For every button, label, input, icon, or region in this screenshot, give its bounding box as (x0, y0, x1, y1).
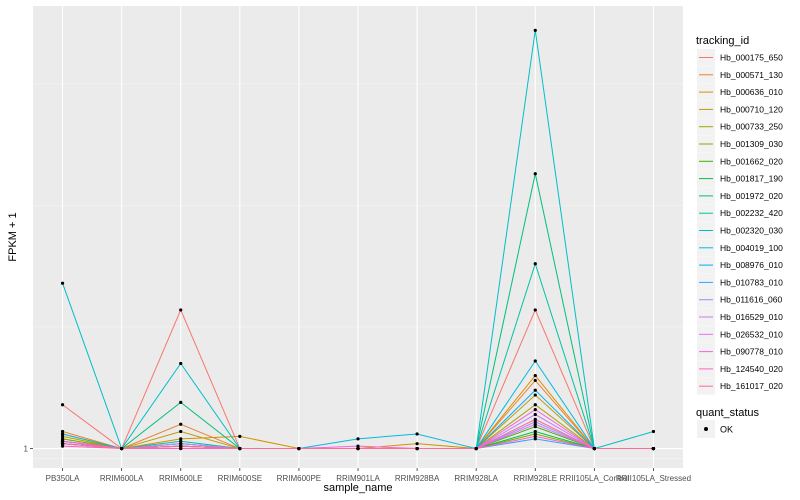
x-tick-label: RRIM600LE (159, 474, 203, 483)
data-point (60, 432, 65, 436)
x-tick-label: RRIM901LA (336, 474, 380, 483)
data-point (60, 434, 65, 438)
data-point (60, 403, 65, 407)
data-point (415, 442, 419, 446)
data-point (533, 429, 537, 434)
x-tick-label: PB350LA (46, 474, 80, 483)
data-point (533, 434, 537, 438)
data-point (533, 28, 537, 32)
data-point (474, 446, 478, 451)
data-point (592, 446, 596, 451)
x-axis-ticks: PB350LA RRIM600LA RRIM600LE RRIM600SE RRIM60… (46, 468, 691, 483)
y-tick-label: 1 (24, 445, 29, 454)
point-legend-title: quant_status (696, 407, 759, 419)
legend-label: Hb_001662_020 (720, 156, 783, 166)
data-point (179, 439, 183, 443)
data-point (533, 422, 537, 426)
legend-label: Hb_026532_010 (720, 329, 783, 339)
legend-label: Hb_000571_130 (720, 70, 783, 80)
x-axis-title: sample_name (323, 482, 392, 494)
data-point (533, 425, 537, 429)
data-point (60, 429, 65, 434)
legend-label: Hb_000733_250 (720, 122, 783, 132)
legend-label: Hb_016529_010 (720, 312, 783, 322)
data-point (179, 437, 183, 441)
legend-label: Hb_011616_060 (720, 295, 783, 305)
legend-label: Hb_010783_010 (720, 277, 783, 287)
legend-title: tracking_id (696, 35, 749, 47)
data-point (533, 420, 537, 424)
data-point (533, 403, 537, 407)
legend-label: Hb_000175_650 (720, 53, 783, 63)
data-point (356, 446, 360, 451)
x-tick-label: RRII105LA_Control (560, 474, 630, 483)
data-point (120, 446, 124, 451)
data-point (238, 446, 242, 451)
x-tick-label: RRIM928BA (395, 474, 440, 483)
data-point (533, 172, 537, 176)
legend-label: Hb_004019_100 (720, 243, 783, 253)
legend-label: Hb_002320_030 (720, 226, 783, 236)
data-point (356, 444, 360, 448)
data-point (533, 262, 537, 266)
legend-label: Hb_001309_030 (720, 139, 783, 149)
data-point (533, 374, 537, 378)
data-point (415, 446, 419, 451)
x-tick-label: RRIM600PE (277, 474, 321, 483)
legend-label: Hb_001972_020 (720, 191, 783, 201)
legend-label: Hb_008976_010 (720, 260, 783, 270)
data-point (533, 432, 537, 436)
data-point (60, 444, 65, 448)
data-points (60, 28, 656, 451)
data-point (179, 422, 183, 426)
data-point (179, 308, 183, 312)
data-point (533, 412, 537, 417)
y-axis-ticks: 1 (24, 445, 33, 454)
data-point (60, 439, 65, 443)
data-point (179, 400, 183, 404)
data-point (651, 429, 656, 434)
data-point (60, 437, 65, 441)
data-point (60, 442, 65, 446)
data-point (533, 359, 537, 363)
x-tick-label: RRIM600LA (100, 474, 144, 483)
data-point (179, 444, 183, 448)
data-point (533, 437, 537, 441)
data-point (356, 437, 360, 441)
data-point (533, 388, 537, 392)
legend-label: Hb_001817_190 (720, 174, 783, 184)
data-point (238, 434, 242, 438)
legend-label: Hb_000710_120 (720, 104, 783, 114)
data-point (651, 446, 656, 451)
data-point (415, 432, 419, 436)
data-point (179, 446, 183, 451)
x-tick-label: RRIM600SE (218, 474, 262, 483)
data-point (297, 446, 301, 451)
data-point (179, 429, 183, 434)
data-point (533, 417, 537, 421)
legend-label: Hb_124540_020 (720, 364, 783, 374)
legend-label: Hb_000636_010 (720, 87, 783, 97)
data-point (533, 378, 537, 383)
legend-label: Hb_002232_420 (720, 208, 783, 218)
legend-label: Hb_161017_020 (720, 381, 783, 391)
data-point (533, 308, 537, 312)
x-tick-label: RRIM928LA (454, 474, 498, 483)
x-tick-label: RRII105LA_Stressed (616, 474, 691, 483)
point-legend-marker (704, 427, 708, 431)
data-point (533, 393, 537, 397)
point-legend-label: OK (720, 425, 733, 435)
y-axis-title: FPKM + 1 (7, 212, 19, 261)
legend-label: Hb_090778_010 (720, 347, 783, 357)
x-tick-label: RRIM928LE (513, 474, 557, 483)
data-point (179, 442, 183, 446)
data-point (60, 281, 65, 285)
data-point (533, 408, 537, 412)
legend: tracking_id Hb_000175_650 Hb_000571_130 Hb… (696, 35, 783, 438)
data-point (179, 361, 183, 366)
